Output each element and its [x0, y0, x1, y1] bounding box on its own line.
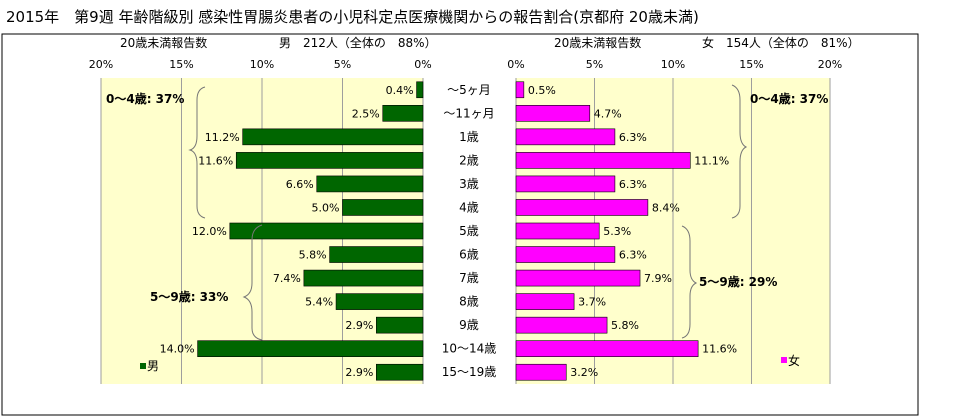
female-value-label: 5.3%	[603, 225, 631, 238]
male-annotation-5-9: 5～9歳: 33%	[150, 289, 228, 304]
female-value-label: 5.8%	[611, 319, 639, 332]
male-header-count-label: 20歳未満報告数	[120, 35, 207, 50]
male-tick-label: 20%	[89, 58, 113, 71]
male-bar	[242, 128, 424, 146]
male-value-label: 5.4%	[305, 296, 333, 309]
category-label: 7歳	[459, 271, 479, 285]
male-value-label: 5.0%	[312, 201, 340, 214]
female-header-count-label: 20歳未満報告数	[554, 35, 641, 50]
female-header-total: 女 154人（全体の 81%）	[702, 35, 860, 50]
male-value-label: 7.4%	[273, 272, 301, 285]
male-value-label: 2.5%	[352, 107, 380, 120]
male-legend-label: 男	[147, 359, 159, 373]
male-legend-swatch	[140, 363, 146, 369]
male-bar	[235, 152, 424, 169]
female-bar	[515, 222, 600, 240]
chart-title: 2015年 第9週 年齢階級別 感染性胃腸炎患者の小児科定点医療機関からの報告割…	[6, 8, 699, 26]
male-brace-0-4	[188, 86, 206, 219]
male-bar	[329, 246, 424, 263]
female-value-label: 11.6%	[702, 343, 737, 356]
female-value-label: 7.9%	[644, 272, 672, 285]
category-label: 5歳	[459, 224, 479, 238]
category-label: 2歳	[459, 153, 479, 167]
female-bar	[515, 269, 641, 287]
male-bar	[303, 269, 424, 287]
female-bar	[515, 246, 616, 263]
male-value-label: 12.0%	[192, 225, 227, 238]
female-value-label: 8.4%	[652, 201, 680, 214]
category-label: ～11ヶ月	[443, 106, 494, 120]
female-bar	[515, 105, 591, 122]
male-tick-label: 15%	[169, 58, 193, 71]
female-tick-label: 15%	[739, 58, 763, 71]
female-bar	[515, 81, 525, 99]
female-value-label: 6.3%	[619, 249, 647, 262]
female-bar	[515, 293, 575, 310]
female-bar	[515, 175, 616, 193]
female-bar	[515, 340, 699, 357]
female-value-label: 3.7%	[578, 296, 606, 309]
female-annotation-5-9: 5～9歳: 29%	[699, 274, 777, 289]
male-bar	[382, 105, 424, 122]
female-tick-label: 20%	[818, 58, 842, 71]
male-annotation-0-4: 0～4歳: 37%	[106, 91, 184, 106]
category-label: 10～14歳	[442, 342, 497, 356]
female-value-label: 6.3%	[619, 178, 647, 191]
male-value-label: 0.4%	[386, 84, 414, 97]
male-bar	[316, 175, 424, 193]
female-value-label: 11.1%	[694, 154, 729, 167]
female-tick-label: 5%	[586, 58, 603, 71]
female-tick-label: 0%	[507, 58, 524, 71]
female-legend-swatch	[781, 357, 787, 363]
category-label: 1歳	[459, 130, 479, 144]
category-label: ～5ヶ月	[447, 83, 491, 97]
female-value-label: 4.7%	[594, 107, 622, 120]
category-label: 3歳	[459, 177, 479, 191]
female-brace-0-4	[731, 84, 748, 219]
male-value-label: 6.6%	[286, 178, 314, 191]
male-bar	[335, 293, 424, 310]
category-label: 15～19歳	[442, 365, 497, 379]
male-bar	[376, 363, 424, 381]
category-label: 6歳	[459, 248, 479, 262]
female-value-label: 6.3%	[619, 131, 647, 144]
female-value-label: 3.2%	[570, 366, 598, 379]
male-value-label: 2.9%	[345, 319, 373, 332]
female-brace-5-9	[681, 225, 698, 339]
male-bar	[416, 81, 424, 99]
female-bar	[515, 199, 649, 216]
male-value-label: 5.8%	[299, 249, 327, 262]
female-bar	[515, 316, 608, 334]
female-legend-label: 女	[788, 353, 800, 368]
male-value-label: 11.6%	[198, 154, 233, 167]
male-bar	[197, 340, 424, 357]
category-label: 8歳	[459, 295, 479, 309]
female-bar	[515, 152, 691, 169]
male-value-label: 14.0%	[160, 343, 195, 356]
male-tick-label: 10%	[250, 58, 274, 71]
female-value-label: 0.5%	[528, 84, 556, 97]
male-bar	[342, 199, 424, 216]
female-bar	[515, 363, 567, 381]
male-value-label: 11.2%	[205, 131, 240, 144]
category-label: 9歳	[459, 318, 479, 332]
male-bar	[376, 316, 424, 334]
male-brace-5-9	[242, 224, 263, 341]
category-label: 4歳	[459, 200, 479, 214]
female-tick-label: 10%	[661, 58, 685, 71]
male-tick-label: 5%	[334, 58, 351, 71]
female-annotation-0-4: 0～4歳: 37%	[750, 91, 828, 106]
female-bar	[515, 128, 616, 146]
male-header-total: 男 212人（全体の 88%）	[279, 35, 437, 50]
male-bar	[229, 222, 424, 240]
male-tick-label: 0%	[414, 58, 431, 71]
male-value-label: 2.9%	[345, 366, 373, 379]
